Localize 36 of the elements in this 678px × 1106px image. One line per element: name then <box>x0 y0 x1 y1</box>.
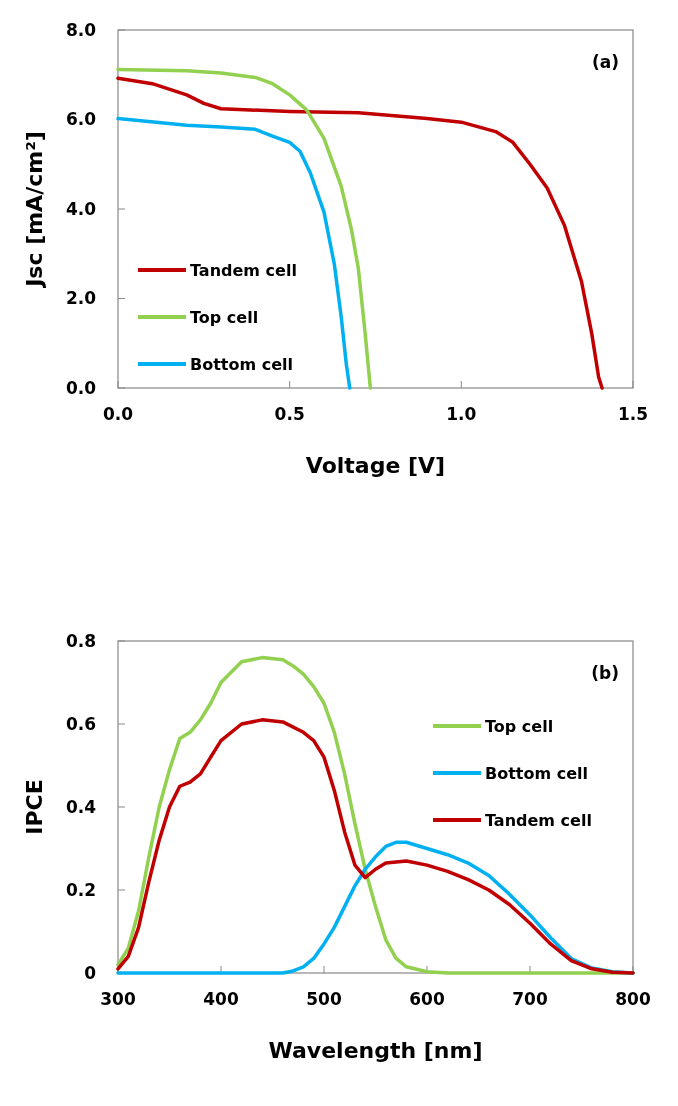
x-tick-label: 700 <box>512 989 548 1009</box>
line-series <box>116 718 635 975</box>
y-tick-label: 4.0 <box>65 198 97 219</box>
line-series <box>116 116 352 390</box>
y-tick-label: 8.0 <box>65 19 97 40</box>
annotation: (a) <box>591 52 619 72</box>
x-axis-title: Voltage [V] <box>305 453 446 478</box>
y-tick-label: 0.8 <box>65 630 96 651</box>
y-tick-label: 0.4 <box>65 796 97 817</box>
y-tick-label: 0.0 <box>65 377 97 398</box>
x-tick-label: 0.5 <box>274 404 305 424</box>
legend-label: Tandem cell <box>190 260 297 280</box>
x-tick-label: 1.0 <box>446 404 477 424</box>
x-axis-title: Wavelength [nm] <box>268 1038 483 1063</box>
y-tick-label: 0.6 <box>65 713 96 734</box>
y-axis-title: IPCE <box>22 779 47 835</box>
legend-label: Bottom cell <box>190 354 294 374</box>
y-axis-title: Jsc [mA/cm²] <box>22 131 47 289</box>
legend-label: Tandem cell <box>485 810 592 830</box>
y-tick-label: 6.0 <box>65 109 97 130</box>
legend-label: Bottom cell <box>485 763 589 783</box>
x-tick-label: 500 <box>306 989 342 1009</box>
x-tick-label: 600 <box>409 989 445 1009</box>
line-series <box>116 76 604 390</box>
legend-label: Top cell <box>485 716 554 736</box>
legend-label: Top cell <box>190 307 259 327</box>
x-tick-label: 1.5 <box>617 404 649 424</box>
annotation: (b) <box>591 663 619 683</box>
y-tick-label: 2.0 <box>65 288 97 309</box>
x-tick-label: 800 <box>615 989 651 1009</box>
x-tick-label: 300 <box>100 989 136 1009</box>
y-tick-label: 0 <box>84 962 97 983</box>
x-tick-label: 400 <box>203 989 239 1009</box>
line-series <box>116 67 373 390</box>
y-tick-label: 0.2 <box>65 879 96 900</box>
x-tick-label: 0.0 <box>102 404 134 424</box>
